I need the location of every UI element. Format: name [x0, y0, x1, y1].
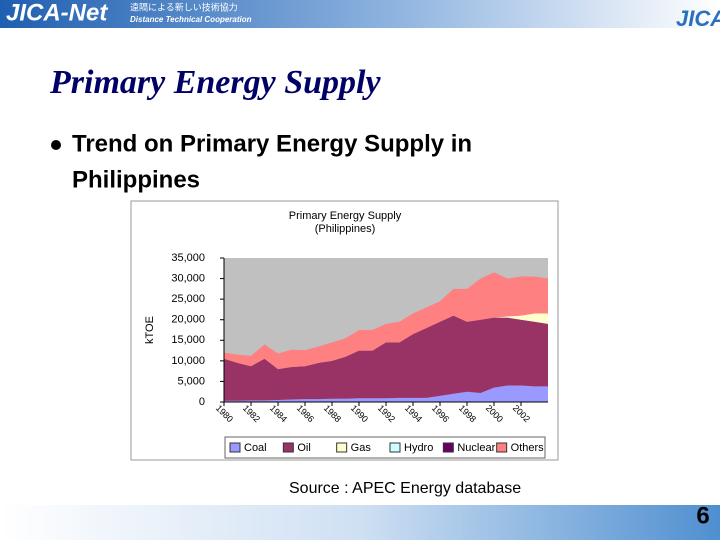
bullet: [51, 140, 61, 150]
logo: JICA: [676, 6, 720, 31]
chart-title: Primary Energy Supply: [289, 210, 402, 222]
legend-label: Oil: [297, 442, 310, 454]
header-band: [0, 0, 720, 28]
legend-swatch: [496, 442, 508, 453]
slide-title: Primary Energy Supply: [49, 64, 381, 101]
page-number: 6: [696, 502, 709, 529]
tagline-en: Distance Technical Cooperation: [130, 15, 252, 24]
brand: JICA-Net: [6, 0, 108, 26]
legend-swatch: [229, 442, 241, 453]
tagline-ja: 遠隔による新しい技術協力: [130, 1, 238, 12]
legend-swatch: [336, 442, 348, 453]
legend-label: Coal: [244, 442, 267, 454]
area: [224, 272, 548, 370]
legend-label: Others: [511, 442, 545, 454]
y-tick-label: 5,000: [177, 375, 205, 387]
footer-band: [0, 505, 720, 540]
y-tick-label: 10,000: [171, 355, 205, 367]
y-tick-label: 25,000: [171, 293, 205, 305]
legend-label: Nuclear: [457, 442, 495, 454]
legend-label: Gas: [351, 442, 372, 454]
y-tick-label: 15,000: [171, 334, 205, 346]
legend-swatch: [389, 442, 401, 453]
bullet-text: Philippines: [72, 166, 200, 193]
legend-swatch: [442, 442, 454, 453]
y-tick-label: 0: [199, 396, 205, 408]
legend: [224, 436, 546, 459]
area: [224, 315, 548, 401]
area: [224, 385, 548, 402]
legend-swatch: [282, 442, 294, 453]
y-axis-label: kTOE: [144, 316, 156, 344]
source: Source : APEC Energy database: [289, 480, 521, 497]
y-tick-label: 20,000: [171, 314, 205, 326]
y-tick-label: 30,000: [171, 272, 205, 284]
legend-label: Hydro: [404, 442, 433, 454]
y-tick-label: 35,000: [171, 252, 205, 264]
chart-subtitle: (Philippines): [315, 223, 376, 235]
bullet-text: Trend on Primary Energy Supply in: [72, 130, 472, 157]
